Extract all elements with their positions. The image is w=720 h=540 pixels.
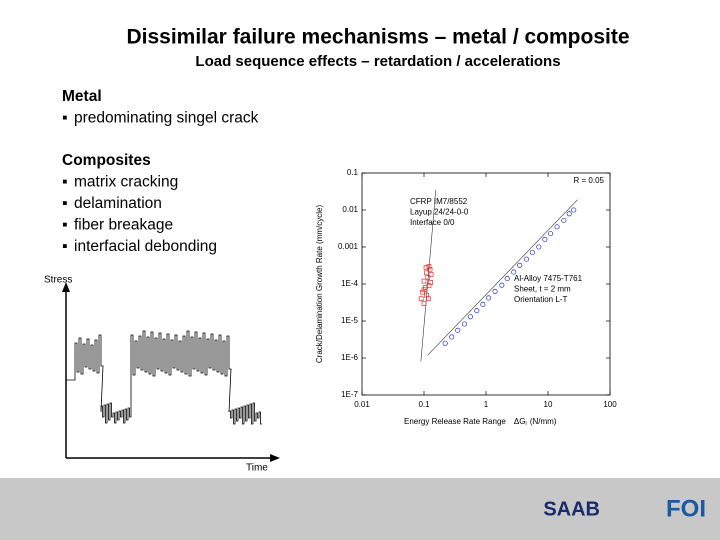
y-tick-label: 1E-5 — [341, 316, 358, 325]
point — [499, 282, 505, 288]
point — [480, 301, 486, 308]
title: Dissimilar failure mechanisms – metal / … — [126, 26, 629, 49]
y-tick-label: 0.1 — [347, 168, 359, 177]
footer-band — [0, 478, 720, 540]
point — [517, 262, 523, 268]
annotation: R = 0.05 — [574, 176, 605, 185]
load-signal — [66, 330, 262, 425]
arrow — [62, 282, 70, 292]
bullet: delamination — [74, 195, 162, 212]
x-axis-subscript: I — [525, 421, 526, 427]
x-tick-label: 100 — [603, 400, 617, 409]
series-label: CFRP IM7/8552 — [410, 197, 468, 206]
bullet-marker: ▪ — [62, 238, 68, 255]
y-tick-label: 1E-4 — [341, 279, 358, 288]
bullet: predominating singel crack — [74, 110, 259, 127]
logo: FOI — [666, 495, 706, 522]
bullet-marker: ▪ — [62, 174, 68, 191]
point — [523, 256, 530, 262]
point — [428, 272, 434, 277]
point — [455, 327, 461, 333]
arrow — [270, 454, 280, 462]
point — [511, 269, 517, 275]
diagram-label: Stress — [44, 275, 72, 286]
section-heading: Composites — [62, 152, 151, 169]
point — [504, 276, 510, 282]
section-heading: Metal — [62, 88, 102, 105]
y-tick-label: 0.001 — [338, 242, 359, 251]
point — [421, 287, 427, 293]
point — [442, 340, 448, 346]
x-axis-label-text: Energy Release Rate Range — [404, 417, 506, 426]
diagram-box — [38, 272, 286, 478]
point — [561, 217, 567, 224]
point — [418, 296, 424, 302]
series-label: Sheet, t = 2 mm — [514, 285, 571, 294]
point — [492, 288, 498, 294]
bullet-marker: ▪ — [62, 195, 68, 212]
y-tick-label: 0.01 — [342, 205, 358, 214]
point — [426, 296, 431, 302]
point — [428, 280, 433, 285]
fit-line — [427, 199, 578, 356]
point — [426, 263, 432, 269]
point — [424, 270, 429, 276]
bullet: interfacial debonding — [74, 238, 217, 255]
point — [421, 300, 427, 306]
x-axis-unit: (N/mm) — [530, 417, 557, 426]
point — [467, 314, 473, 320]
point — [420, 289, 425, 295]
series-label: Layup 24/24-0-0 — [410, 208, 469, 217]
series-label: Al-Alloy 7475-T761 — [514, 274, 583, 283]
point — [542, 236, 548, 242]
subtitle: Load sequence effects – retardation / ac… — [195, 53, 560, 70]
point — [461, 321, 468, 327]
series-label: Interface 0/0 — [410, 218, 455, 227]
point — [474, 308, 480, 314]
diagram-label: Time — [246, 463, 268, 474]
bullet-marker: ▪ — [62, 217, 68, 234]
point — [554, 224, 560, 230]
point — [425, 275, 431, 280]
point — [566, 211, 572, 217]
point — [423, 265, 429, 270]
point — [571, 207, 577, 213]
plot-frame — [361, 172, 611, 396]
point — [449, 334, 455, 340]
y-tick-label: 1E-7 — [341, 390, 358, 399]
x-tick-label: 0.1 — [418, 400, 430, 409]
bullet: matrix cracking — [74, 174, 178, 191]
y-tick-label: 1E-6 — [341, 353, 358, 362]
x-tick-label: 10 — [544, 400, 553, 409]
x-axis-label: Energy Release Rate Range ΔGI (N/mm) — [404, 417, 557, 427]
x-tick-label: 0.01 — [354, 400, 370, 409]
point — [421, 278, 427, 284]
series-label: Orientation L-T — [514, 295, 567, 304]
logo: SAAB — [543, 498, 600, 520]
x-tick-label: 1 — [484, 400, 489, 409]
bullet-marker: ▪ — [62, 110, 68, 127]
point — [548, 231, 554, 237]
x-axis-symbol: ΔG — [514, 417, 526, 426]
point — [486, 295, 492, 301]
point — [529, 249, 535, 256]
point — [536, 244, 542, 250]
y-axis-label: Crack/Delamination Growth Rate (mm/cycle… — [315, 205, 324, 364]
bullet: fiber breakage — [74, 217, 173, 234]
